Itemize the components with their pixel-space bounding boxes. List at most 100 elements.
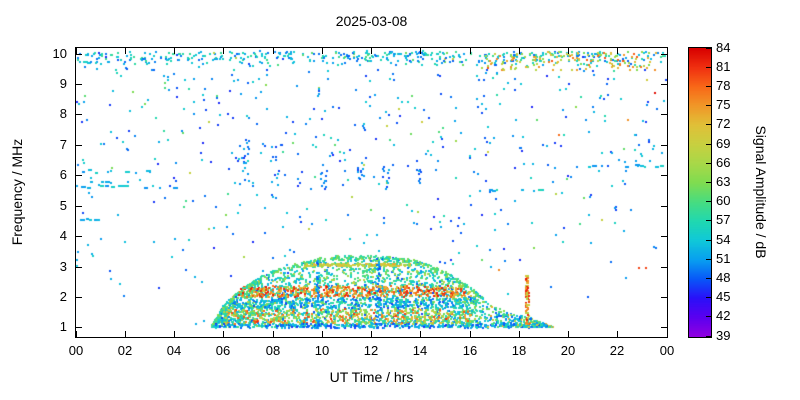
x-tick-label: 14	[412, 343, 428, 358]
y-tick-label: 2	[59, 289, 67, 304]
colorbar-tick-mark	[706, 297, 711, 298]
x-tick-mark-top	[568, 48, 569, 54]
chart-title: 2025-03-08	[335, 13, 408, 29]
x-tick-label: 22	[609, 343, 625, 358]
y-tick-mark-right	[661, 84, 667, 85]
y-tick-mark	[76, 236, 82, 237]
y-tick-label: 8	[59, 106, 67, 121]
x-tick-label: 18	[511, 343, 527, 358]
colorbar-gradient-canvas	[689, 48, 711, 337]
x-tick-label: 10	[314, 343, 330, 358]
colorbar-tick-label: 51	[716, 251, 731, 266]
x-tick-label: 20	[560, 343, 576, 358]
y-tick-mark-right	[661, 114, 667, 115]
x-tick-mark	[223, 331, 224, 337]
colorbar-tick-mark	[706, 336, 711, 337]
x-tick-label: 00	[659, 343, 675, 358]
colorbar-tick-label: 39	[716, 328, 731, 343]
x-tick-mark-top	[667, 48, 668, 54]
y-tick-mark-right	[661, 327, 667, 328]
x-tick-label: 04	[166, 343, 182, 358]
y-tick-mark	[76, 54, 82, 55]
colorbar-tick-mark	[706, 86, 711, 87]
colorbar-tick-mark	[706, 220, 711, 221]
colorbar-tick-mark	[706, 48, 711, 49]
colorbar-tick-label: 60	[716, 193, 731, 208]
x-tick-mark	[667, 331, 668, 337]
colorbar-tick-label: 81	[716, 59, 731, 74]
x-axis-label: UT Time / hrs	[329, 369, 414, 385]
colorbar-tick-label: 42	[716, 308, 731, 323]
x-tick-mark-top	[76, 48, 77, 54]
x-tick-mark-top	[174, 48, 175, 54]
x-tick-mark-top	[371, 48, 372, 54]
x-tick-mark	[322, 331, 323, 337]
x-tick-mark-top	[322, 48, 323, 54]
x-tick-mark	[273, 331, 274, 337]
x-tick-mark	[470, 331, 471, 337]
x-tick-label: 08	[265, 343, 281, 358]
y-tick-label: 6	[59, 167, 67, 182]
y-tick-label: 10	[52, 46, 67, 61]
y-tick-mark-right	[661, 54, 667, 55]
colorbar-tick-label: 66	[716, 155, 731, 170]
y-tick-mark	[76, 145, 82, 146]
x-tick-label: 12	[363, 343, 379, 358]
x-tick-mark-top	[470, 48, 471, 54]
x-tick-mark	[420, 331, 421, 337]
colorbar-tick-mark	[706, 316, 711, 317]
x-tick-mark	[371, 331, 372, 337]
colorbar-tick-label: 45	[716, 289, 731, 304]
y-tick-label: 1	[59, 319, 67, 334]
colorbar-tick-label: 57	[716, 212, 731, 227]
x-tick-mark	[174, 331, 175, 337]
y-tick-mark	[76, 114, 82, 115]
colorbar-tick-mark	[706, 182, 711, 183]
colorbar-tick-mark	[706, 67, 711, 68]
colorbar-tick-label: 63	[716, 174, 731, 189]
colorbar-tick-mark	[706, 144, 711, 145]
y-tick-label: 9	[59, 76, 67, 91]
colorbar-tick-label: 54	[716, 232, 731, 247]
x-tick-label: 06	[215, 343, 231, 358]
y-tick-mark-right	[661, 297, 667, 298]
x-tick-label: 00	[68, 343, 84, 358]
y-tick-label: 7	[59, 137, 67, 152]
y-tick-mark-right	[661, 206, 667, 207]
colorbar-tick-mark	[706, 124, 711, 125]
x-tick-mark	[568, 331, 569, 337]
colorbar-tick-mark	[706, 105, 711, 106]
y-tick-mark	[76, 206, 82, 207]
y-tick-mark	[76, 84, 82, 85]
y-tick-label: 5	[59, 198, 67, 213]
y-tick-mark-right	[661, 145, 667, 146]
y-tick-mark-right	[661, 236, 667, 237]
colorbar-tick-label: 69	[716, 136, 731, 151]
y-tick-mark	[76, 175, 82, 176]
x-tick-mark-top	[273, 48, 274, 54]
y-tick-label: 4	[59, 228, 67, 243]
x-tick-mark-top	[420, 48, 421, 54]
colorbar-tick-label: 84	[716, 40, 731, 55]
x-tick-mark-top	[617, 48, 618, 54]
y-tick-mark	[76, 267, 82, 268]
x-tick-mark-top	[519, 48, 520, 54]
colorbar	[688, 47, 712, 338]
colorbar-tick-mark	[706, 240, 711, 241]
colorbar-tick-label: 78	[716, 78, 731, 93]
x-tick-label: 02	[117, 343, 133, 358]
x-tick-mark-top	[223, 48, 224, 54]
colorbar-tick-mark	[706, 259, 711, 260]
colorbar-tick-label: 72	[716, 116, 731, 131]
colorbar-tick-mark	[706, 278, 711, 279]
x-tick-mark-top	[125, 48, 126, 54]
y-tick-label: 3	[59, 259, 67, 274]
x-tick-mark	[617, 331, 618, 337]
y-tick-mark-right	[661, 175, 667, 176]
colorbar-tick-mark	[706, 201, 711, 202]
x-tick-mark	[519, 331, 520, 337]
y-axis-label: Frequency / MHz	[9, 138, 25, 246]
y-tick-mark	[76, 297, 82, 298]
colorbar-label: Signal Amplitude / dB	[753, 125, 769, 259]
